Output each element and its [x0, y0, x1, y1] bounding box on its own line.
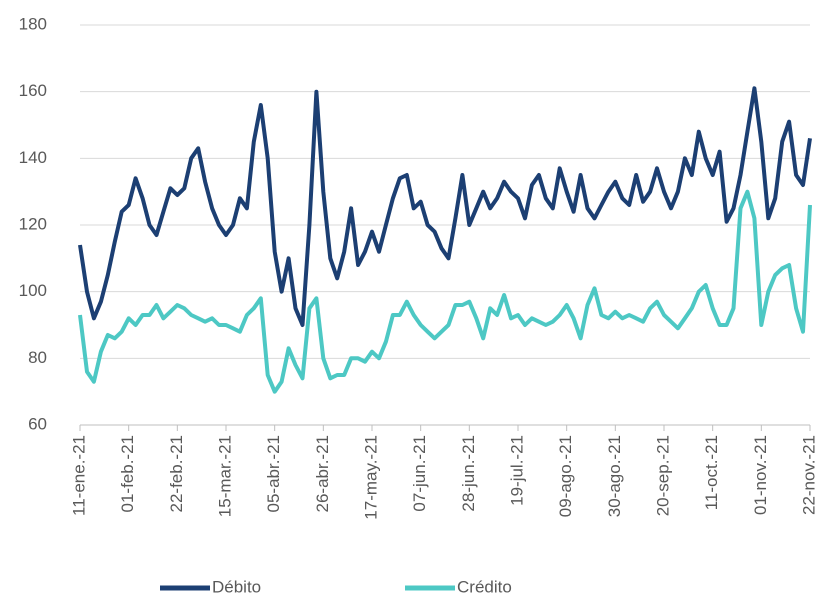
data-line	[78, 189, 812, 394]
x-tick-label: 01-nov.-21	[751, 435, 770, 515]
x-tick-label: 17-may.-21	[361, 435, 380, 520]
y-tick-label: 160	[19, 81, 47, 100]
x-tick-label: 11-ene.-21	[69, 435, 88, 516]
x-tick-label: 22-feb.-21	[167, 435, 186, 513]
data-line	[78, 86, 812, 327]
x-tick-label: 01-feb.-21	[118, 435, 137, 513]
y-tick-label: 80	[28, 348, 47, 367]
y-tick-label: 60	[28, 414, 47, 433]
x-tick-label: 05-abr.-21	[264, 435, 283, 513]
y-tick-label: 100	[19, 281, 47, 300]
y-tick-label: 140	[19, 148, 47, 167]
x-tick-label: 11-oct.-21	[702, 435, 721, 510]
x-tick-label: 15-mar.-21	[215, 435, 234, 517]
x-tick-label: 22-nov.-21	[799, 435, 818, 515]
x-tick-label: 09-ago.-21	[556, 435, 575, 517]
x-tick-label: 19-jul.-21	[507, 435, 526, 506]
x-tick-label: 20-sep.-21	[653, 435, 672, 516]
x-tick-label: 30-ago.-21	[605, 435, 624, 517]
y-tick-label: 180	[19, 14, 47, 33]
legend-label: Crédito	[457, 577, 512, 596]
x-tick-label: 07-jun.-21	[410, 435, 429, 512]
legend-label: Débito	[212, 577, 261, 596]
x-tick-label: 28-jun.-21	[459, 435, 478, 512]
y-tick-label: 120	[19, 214, 47, 233]
x-tick-label: 26-abr.-21	[313, 435, 332, 513]
